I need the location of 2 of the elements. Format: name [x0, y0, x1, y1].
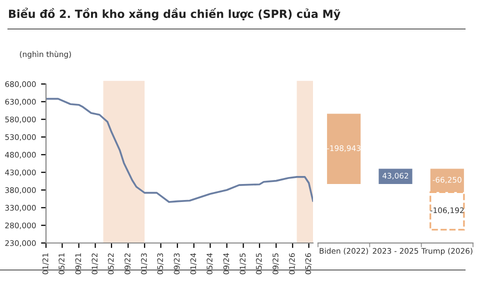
chart-title: Biểu đồ 2. Tồn kho xăng dầu chiến lược (SPR) của Mỹ: [9, 8, 340, 20]
line-series: [46, 98, 313, 203]
